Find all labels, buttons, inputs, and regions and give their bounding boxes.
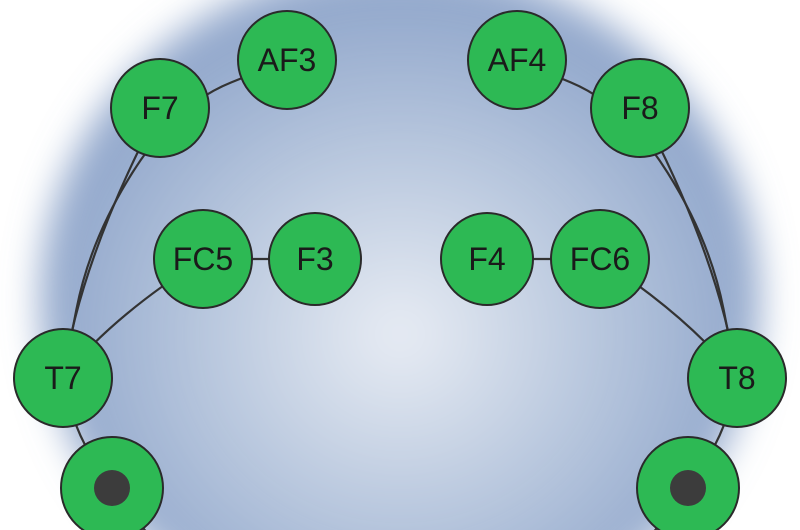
electrode-FC6: FC6: [550, 209, 650, 309]
electrode-T8: T8: [687, 328, 787, 428]
electrode-F4: F4: [440, 212, 534, 306]
reference-dot-icon: [94, 470, 130, 506]
electrode-label: T8: [718, 360, 755, 397]
electrode-FC5: FC5: [153, 209, 253, 309]
electrode-diagram: AF3 AF4 F7 F8 FC5 F3 F4 FC6 T7 T8: [0, 0, 800, 530]
electrode-label: F4: [468, 241, 505, 278]
electrode-label: FC5: [173, 241, 233, 278]
electrode-label: F8: [621, 90, 658, 127]
electrode-REF_L: [60, 436, 164, 530]
electrode-label: T7: [44, 360, 81, 397]
electrode-F7: F7: [110, 58, 210, 158]
electrode-label: F3: [296, 241, 333, 278]
electrode-REF_R: [636, 436, 740, 530]
electrode-F8: F8: [590, 58, 690, 158]
electrode-label: FC6: [570, 241, 630, 278]
electrode-label: AF3: [258, 42, 317, 79]
electrode-AF3: AF3: [237, 10, 337, 110]
electrode-F3: F3: [268, 212, 362, 306]
electrode-label: F7: [141, 90, 178, 127]
reference-dot-icon: [670, 470, 706, 506]
electrode-T7: T7: [13, 328, 113, 428]
electrode-AF4: AF4: [467, 10, 567, 110]
electrode-label: AF4: [488, 42, 547, 79]
